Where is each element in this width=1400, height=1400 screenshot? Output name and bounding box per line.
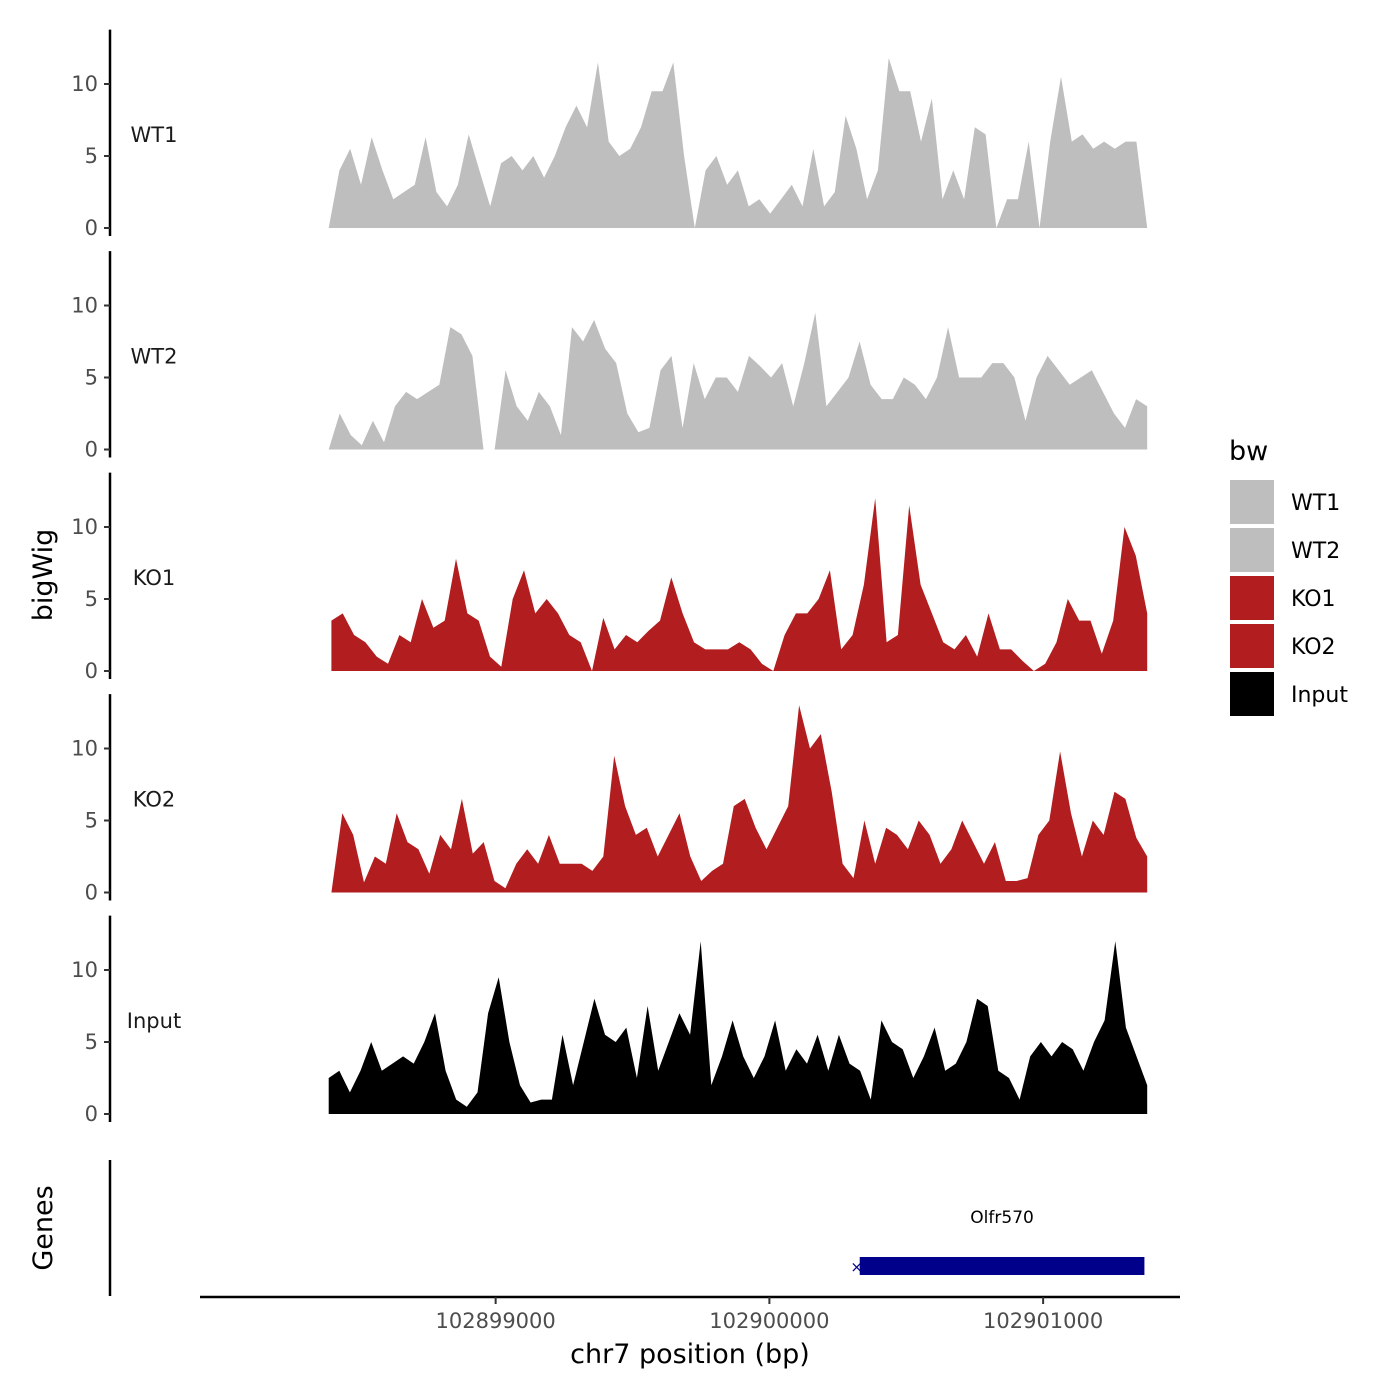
legend-title: bw xyxy=(1229,436,1268,467)
track-ko1: 0 5 10 KO1 xyxy=(71,472,1148,683)
y-tick-label: 10 xyxy=(71,737,98,761)
y-tick-label: 5 xyxy=(85,366,98,390)
x-tick-label: 102900000 xyxy=(709,1309,829,1333)
track-ko2: 0 5 10 KO2 xyxy=(71,694,1148,905)
x-axis-title: chr7 position (bp) xyxy=(570,1339,810,1370)
area-ko2 xyxy=(331,705,1148,893)
y-tick-label: 10 xyxy=(71,294,98,318)
y-tick-label: 5 xyxy=(85,809,98,833)
track-wt2: 0 5 10 WT2 xyxy=(71,251,1148,462)
legend-label-ko2: KO2 xyxy=(1291,635,1336,660)
y-tick-label: 0 xyxy=(85,881,98,905)
genes-axis-title: Genes xyxy=(28,1185,59,1270)
legend-swatch-ko1 xyxy=(1230,576,1274,620)
track-panels: 0 5 10 WT1 0 5 10 WT2 0 5 10 KO1 0 5 10 KO2 0 5 10 Input xyxy=(71,29,1148,1126)
y-tick-label: 0 xyxy=(85,216,98,240)
area-ko1 xyxy=(331,498,1148,671)
y-tick-label: 0 xyxy=(85,438,98,462)
gene-bar-olfr570 xyxy=(859,1257,1145,1275)
legend-swatch-wt2 xyxy=(1230,528,1274,572)
legend-label-wt1: WT1 xyxy=(1291,491,1340,516)
y-axis-title: bigWig xyxy=(28,529,59,622)
legend-label-ko1: KO1 xyxy=(1291,587,1336,612)
track-label-ko2: KO2 xyxy=(133,788,176,812)
area-wt1 xyxy=(328,58,1148,228)
x-axis: 102899000 102900000 102901000 xyxy=(200,1295,1180,1333)
track-wt1: 0 5 10 WT1 xyxy=(71,29,1148,240)
legend-label-wt2: WT2 xyxy=(1291,539,1340,564)
y-tick-label: 5 xyxy=(85,1030,98,1054)
track-label-wt1: WT1 xyxy=(131,123,178,147)
track-label-input: Input xyxy=(127,1009,181,1033)
y-tick-label: 5 xyxy=(85,144,98,168)
area-wt2 xyxy=(328,312,1148,450)
y-tick-label: 10 xyxy=(71,72,98,96)
y-tick-label: 0 xyxy=(85,659,98,683)
track-input: 0 5 10 Input xyxy=(71,915,1148,1126)
y-tick-label: 10 xyxy=(71,515,98,539)
area-input xyxy=(328,941,1148,1114)
track-label-ko1: KO1 xyxy=(133,566,176,590)
gene-start-marker: × xyxy=(850,1258,863,1276)
legend-swatch-wt1 xyxy=(1230,480,1274,524)
track-label-wt2: WT2 xyxy=(131,345,178,369)
y-tick-label: 10 xyxy=(71,958,98,982)
legend-label-input: Input xyxy=(1291,683,1348,708)
y-tick-label: 5 xyxy=(85,587,98,611)
legend-swatch-ko2 xyxy=(1230,624,1274,668)
gene-label: Olfr570 xyxy=(970,1208,1034,1228)
legend: WT1 WT2 KO1 KO2 Input xyxy=(1230,480,1348,716)
y-tick-label: 0 xyxy=(85,1102,98,1126)
x-tick-label: 102899000 xyxy=(436,1309,556,1333)
genes-panel: × Olfr570 xyxy=(108,1160,1145,1296)
x-tick-label: 102901000 xyxy=(983,1309,1103,1333)
legend-swatch-input xyxy=(1230,672,1274,716)
